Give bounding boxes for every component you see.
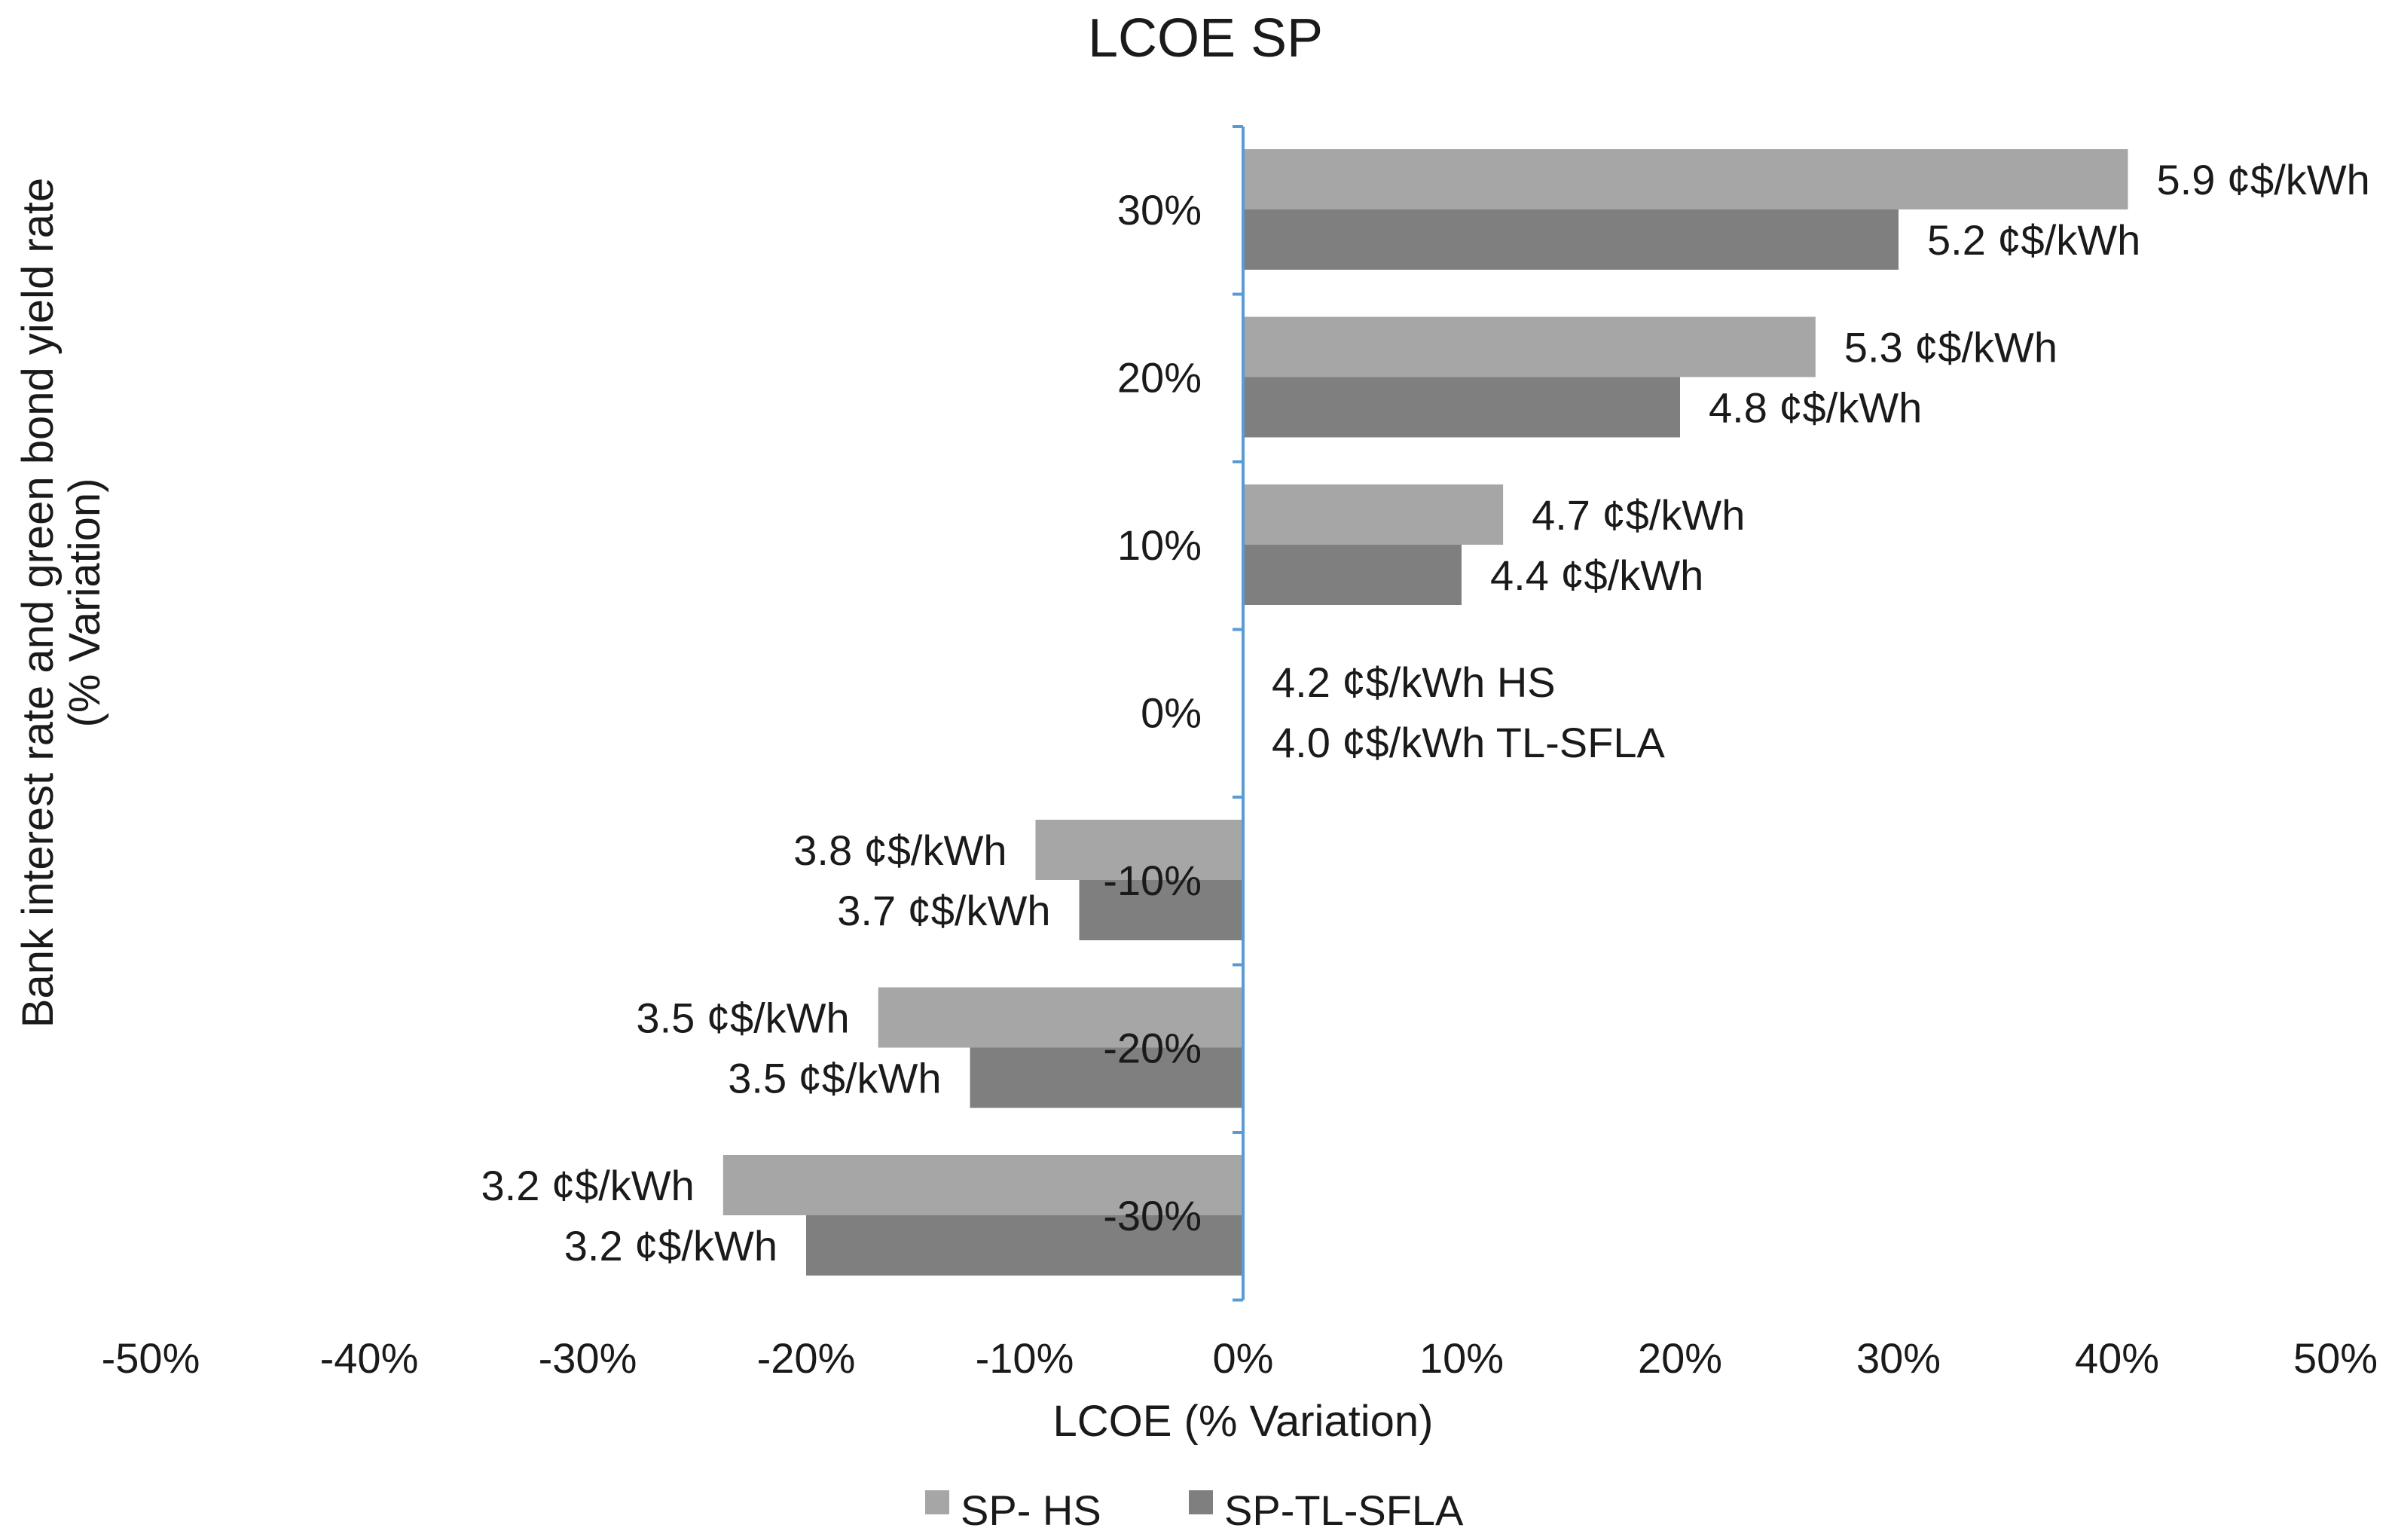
chart-title: LCOE SP [1088,8,1323,69]
bar-sp-hs-30% [1243,149,2128,209]
x-tick-label--50%: -50% [102,1334,200,1382]
value-labels: 5.9 ¢$/kWh 5.2 ¢$/kWh 5.3 ¢$/kWh 4.8 ¢$/kWh… [481,156,2370,1270]
bar-sp-tl-sfla-20% [1243,377,1680,438]
bar-sp-hs--20% [878,987,1243,1048]
category-label-10%: 10% [1117,521,1202,569]
data-label-sp-tl-sfla-30%: 5.2 ¢$/kWh [1927,216,2140,264]
x-tick-label-30%: 30% [1856,1334,1941,1382]
data-label-sp-hs--10%: 3.8 ¢$/kWh [793,827,1007,874]
x-tick-label--20%: -20% [757,1334,856,1382]
category-label-0%: 0% [1141,689,1202,737]
x-tick-label--40%: -40% [320,1334,419,1382]
baseline-annotation-hs: 4.2 ¢$/kWh HS [1272,658,1556,706]
x-tick-label-10%: 10% [1419,1334,1504,1382]
legend-label-sp-hs: SP- HS [961,1487,1101,1534]
y-axis-title-line2: (% Variation) [60,478,109,728]
data-label-sp-tl-sfla--30%: 3.2 ¢$/kWh [564,1222,777,1270]
bar-sp-hs--10% [1035,820,1243,880]
category-labels: 30% 20% 10% 0% -10% -20% -30% [1103,186,1202,1239]
data-label-sp-hs-20%: 5.3 ¢$/kWh [1844,324,2057,371]
bar-sp-tl-sfla--20% [970,1047,1243,1108]
legend-swatch-sp-hs [925,1490,949,1514]
y-axis [1233,125,1245,1302]
legend: SP- HS SP-TL-SFLA [925,1487,1464,1534]
bar-sp-tl-sfla--10% [1079,880,1243,940]
y-axis-title-line1: Bank interest rate and green bond yield … [14,178,63,1028]
bar-sp-tl-sfla-30% [1243,209,1899,270]
baseline-annotation-tl-sfla: 4.0 ¢$/kWh TL-SFLA [1272,719,1666,766]
x-tick-label-40%: 40% [2075,1334,2159,1382]
x-tick-label--30%: -30% [539,1334,637,1382]
y-axis-title: Bank interest rate and green bond yield … [14,178,109,1028]
data-label-sp-hs-10%: 4.7 ¢$/kWh [1532,491,1745,539]
x-tick-label-20%: 20% [1638,1334,1722,1382]
bar-sp-tl-sfla-10% [1243,545,1462,605]
bar-sp-tl-sfla--30% [806,1215,1243,1276]
data-label-sp-tl-sfla--10%: 3.7 ¢$/kWh [837,887,1050,934]
category-label--10%: -10% [1103,857,1202,904]
data-label-sp-tl-sfla-10%: 4.4 ¢$/kWh [1490,552,1703,599]
category-label-20%: 20% [1117,354,1202,402]
bars-group [722,149,2128,1276]
bar-sp-hs-20% [1243,316,1816,377]
x-axis-title: LCOE (% Variation) [1053,1397,1434,1446]
bar-sp-hs-10% [1243,484,1504,545]
x-axis-tick-labels: -50% -40% -30% -20% -10% 0% 10% 20% 30% 40% 50% [102,1334,2378,1382]
x-tick-label--10%: -10% [976,1334,1074,1382]
category-label--30%: -30% [1103,1192,1202,1239]
data-label-sp-tl-sfla--20%: 3.5 ¢$/kWh [728,1055,941,1102]
x-tick-label-50%: 50% [2293,1334,2378,1382]
legend-swatch-sp-tl-sfla [1189,1490,1213,1514]
baseline-annotation: 4.2 ¢$/kWh HS 4.0 ¢$/kWh TL-SFLA [1272,658,1666,766]
x-tick-label-0%: 0% [1213,1334,1274,1382]
bar-sp-hs--30% [722,1155,1243,1215]
category-label--20%: -20% [1103,1025,1202,1072]
category-label-30%: 30% [1117,186,1202,234]
data-label-sp-hs-30%: 5.9 ¢$/kWh [2157,156,2370,203]
data-label-sp-hs--30%: 3.2 ¢$/kWh [481,1162,695,1209]
data-label-sp-tl-sfla-20%: 4.8 ¢$/kWh [1709,384,1922,432]
legend-label-sp-tl-sfla: SP-TL-SFLA [1224,1487,1464,1534]
data-label-sp-hs--20%: 3.5 ¢$/kWh [636,995,849,1042]
